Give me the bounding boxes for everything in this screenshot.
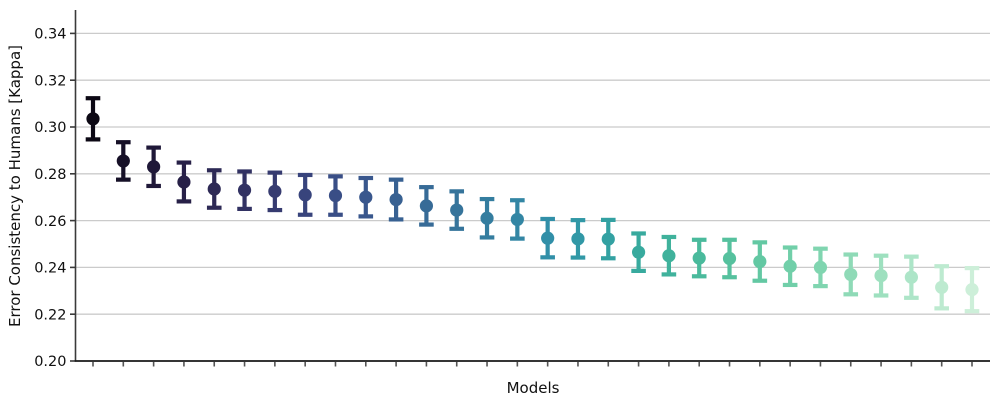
data-point-marker [147, 160, 161, 174]
data-point-marker [601, 232, 615, 246]
errorbar-model-6 [237, 169, 252, 211]
errorbar-model-4 [176, 160, 192, 204]
data-point-marker [389, 192, 403, 207]
data-point-marker [631, 245, 646, 259]
data-point-marker [753, 254, 767, 269]
errorbar-model-16 [540, 216, 555, 260]
y-tick-label: 0.34 [34, 27, 66, 43]
errorbar-model-2 [116, 140, 131, 182]
y-tick-label: 0.26 [34, 214, 66, 230]
data-point-marker [419, 199, 434, 213]
data-point-marker [935, 280, 949, 294]
data-point-marker [328, 188, 343, 203]
errorbar-model-17 [570, 218, 586, 260]
data-point-marker [813, 260, 828, 274]
data-point-marker [359, 190, 373, 204]
data-point-marker [904, 270, 918, 284]
errorbar-model-18 [600, 217, 616, 261]
data-point-marker [965, 283, 979, 297]
errorbar-model-19 [631, 231, 646, 274]
data-point-marker [541, 231, 555, 245]
y-tick-label: 0.28 [34, 167, 66, 183]
errorbar-model-1 [85, 96, 101, 142]
data-point-marker [450, 203, 464, 217]
errorbar-model-14 [479, 196, 495, 240]
errorbar-model-24 [782, 245, 798, 288]
errorbar-model-8 [297, 172, 313, 217]
errorbar-model-21 [691, 237, 707, 279]
errorbar-model-28 [904, 254, 919, 300]
data-point-marker [692, 251, 706, 265]
errorbar-model-15 [510, 198, 525, 241]
errorbar-model-5 [206, 168, 222, 210]
data-point-marker [662, 249, 676, 263]
data-point-marker [722, 251, 737, 266]
data-point-marker [783, 259, 797, 273]
data-point-marker [874, 268, 888, 283]
data-point-marker [844, 267, 858, 282]
errorbar-model-12 [419, 185, 434, 227]
errorbar-model-29 [934, 264, 949, 311]
x-axis-label: Models [506, 379, 560, 397]
y-tick-label: 0.20 [34, 354, 66, 370]
data-point-marker [510, 212, 524, 227]
errorbar-model-10 [358, 175, 374, 219]
y-tick-label: 0.32 [34, 73, 66, 89]
data-point-marker [480, 211, 494, 225]
data-point-marker [207, 182, 221, 196]
errorbar-model-23 [752, 240, 768, 283]
errorbar-model-22 [722, 237, 737, 280]
errorbar-model-27 [873, 253, 889, 298]
errorbar-model-30 [964, 266, 980, 314]
errorbar-model-3 [146, 145, 161, 189]
errorbar-model-7 [267, 170, 283, 213]
data-point-marker [177, 175, 191, 189]
y-tick-label: 0.24 [34, 261, 66, 277]
errorbar-model-20 [661, 234, 677, 277]
y-tick-label: 0.22 [34, 307, 66, 323]
data-point-marker [571, 232, 585, 246]
errorbar-model-9 [328, 174, 343, 217]
y-axis-label: Error Consistency to Humans [Kappa] [6, 44, 24, 328]
data-point-marker [268, 184, 282, 198]
errorbar-model-26 [843, 252, 859, 297]
errorbar-model-13 [449, 189, 465, 231]
data-point-marker [237, 183, 252, 197]
data-point-marker [86, 112, 100, 126]
errorbar-model-25 [813, 246, 828, 289]
data-point-marker [298, 188, 312, 202]
errorbar-model-11 [388, 177, 404, 222]
y-tick-label: 0.30 [34, 120, 66, 136]
data-point-marker [116, 154, 130, 168]
